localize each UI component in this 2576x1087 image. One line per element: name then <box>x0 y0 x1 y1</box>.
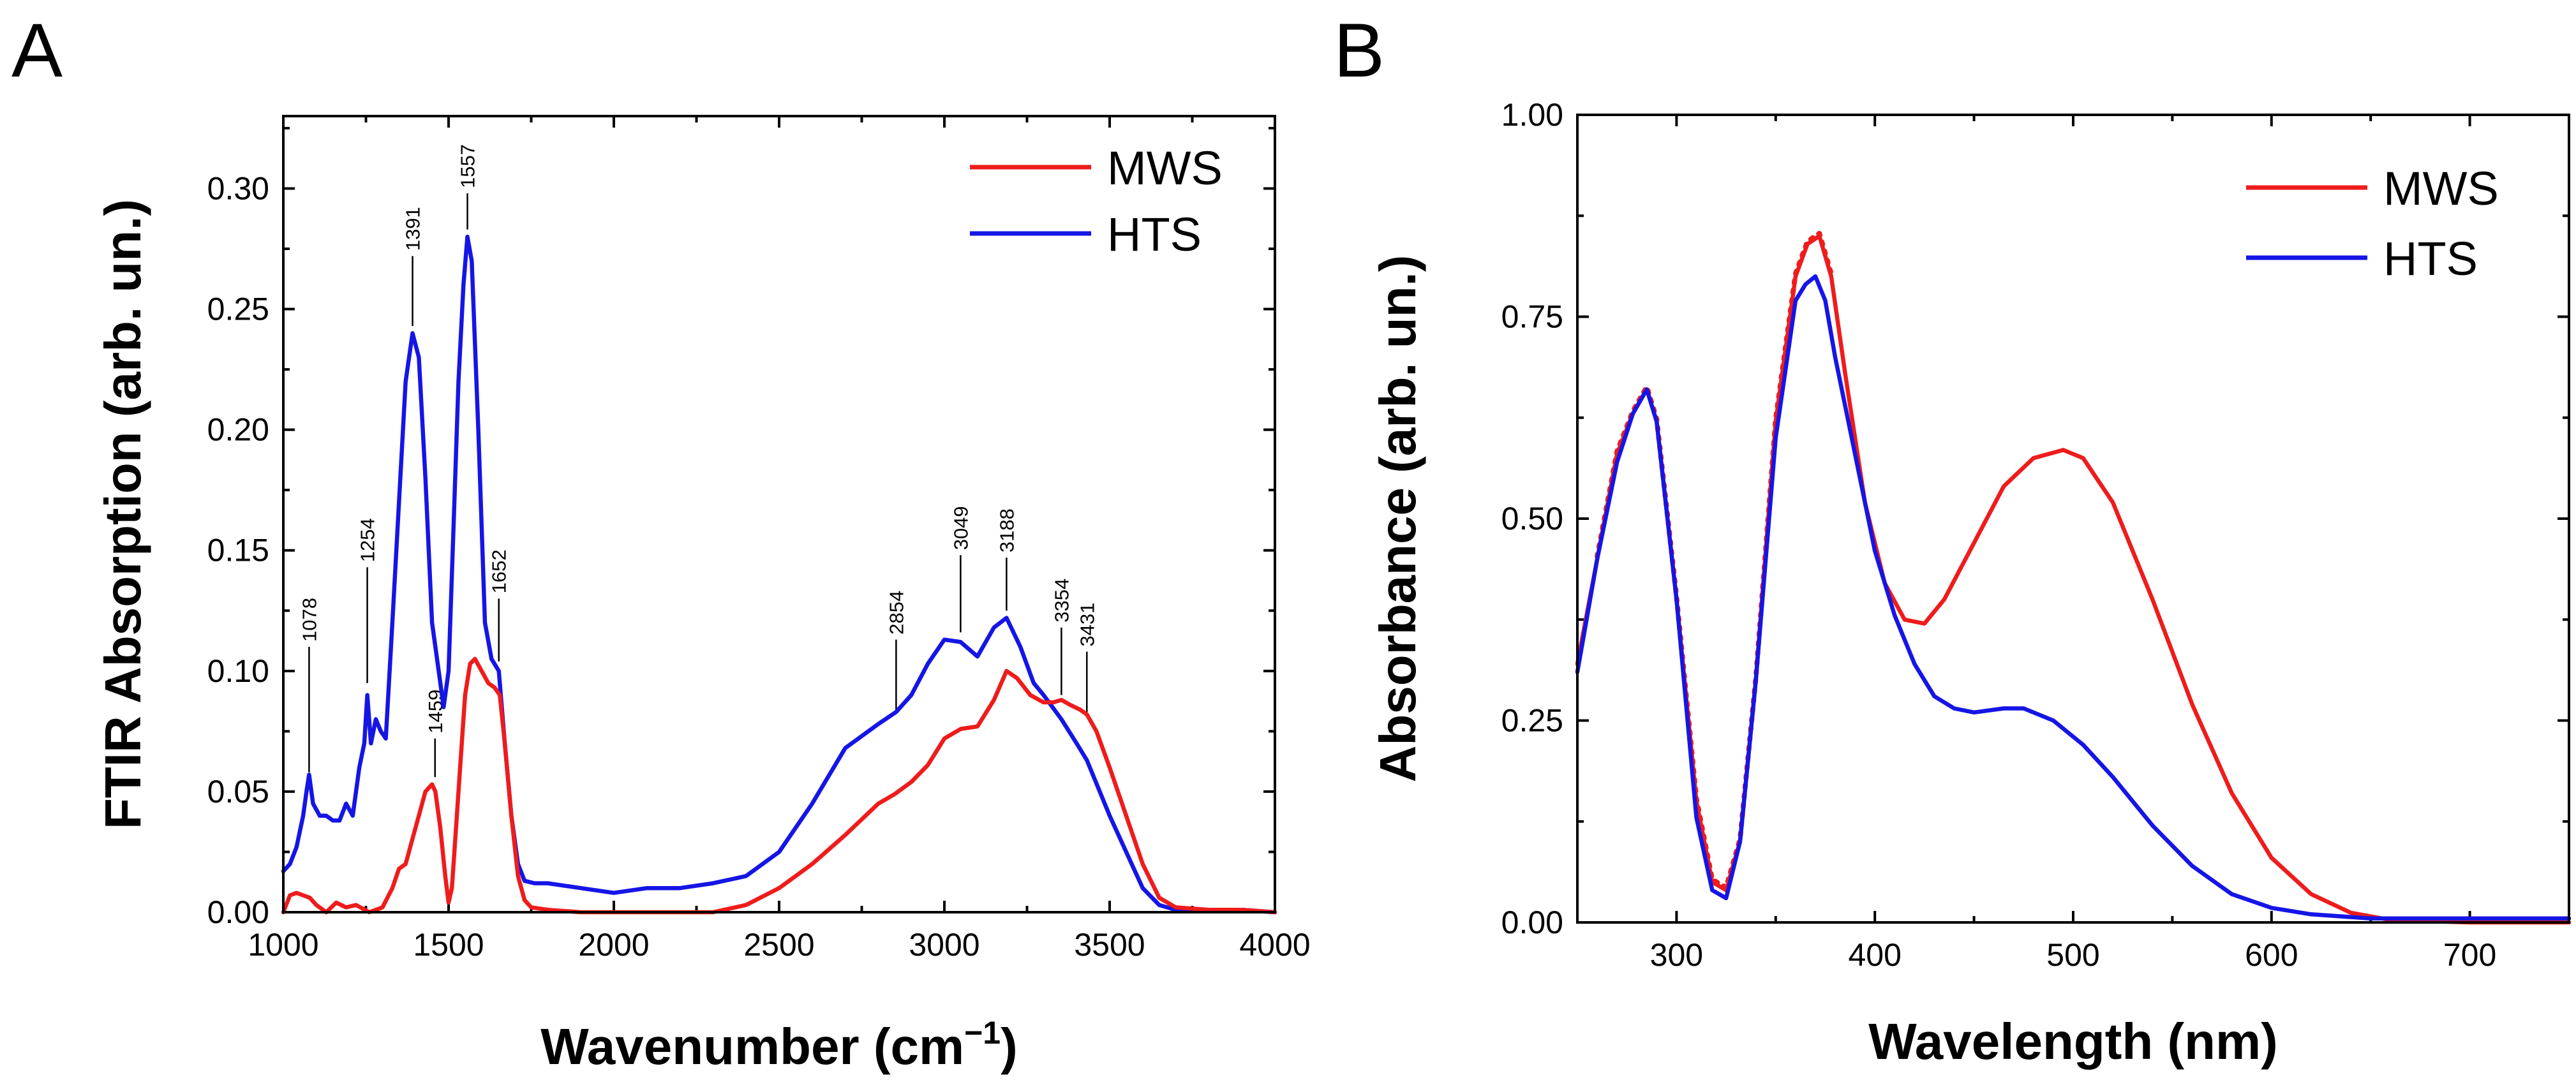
panel-a-peak-label: 3431 <box>1076 603 1098 647</box>
panel-b-series <box>1575 230 2572 925</box>
panel-b-plot-frame <box>1576 114 2570 924</box>
panel-b-x-axis-title: Wavelength (nm) <box>1868 1013 2277 1070</box>
panel-a-peak-label: 3354 <box>1050 579 1073 623</box>
panel-b-series-mws <box>1575 233 2572 925</box>
panel-b-legend: MWS HTS <box>2246 162 2499 285</box>
panel-a-peak-label: 1557 <box>457 144 479 188</box>
panel-b-legend-label-mws: MWS <box>2383 162 2499 215</box>
panel-b-x-tick-label: 400 <box>1848 937 1901 973</box>
panel-a-peak-label: 3188 <box>995 508 1018 552</box>
panel-a-ticks: 1000 1500 2000 2500 3000 3500 4000 0.00 0.05 0.10… <box>207 116 1311 963</box>
panel-b-y-tick-label: 0.00 <box>1501 905 1563 940</box>
panel-a-peak-label: 1391 <box>402 207 424 251</box>
panel-b-legend-label-hts: HTS <box>2383 232 2478 285</box>
panel-a-y-tick-label: 0.30 <box>207 170 269 206</box>
panel-b-y-tick-label: 0.25 <box>1501 703 1563 739</box>
panel-a-y-tick-label: 0.25 <box>207 292 269 327</box>
panel-b-series-hts <box>1575 274 2572 921</box>
panel-a-x-tick-label: 3000 <box>909 927 979 963</box>
panel-a-peak-label: 3049 <box>949 506 972 550</box>
panel-a: A 1000 1500 2000 2500 3000 3500 4000 0.00 0.05 0.… <box>11 8 1311 1075</box>
panel-a-legend-label-hts: HTS <box>1107 208 1202 261</box>
panel-a-x-tick-label: 1000 <box>248 927 318 963</box>
panel-b-y-tick-label: 0.50 <box>1501 501 1563 536</box>
panel-b-y-axis-title: Absorbance (arb. un.) <box>1369 255 1426 783</box>
panel-a-peak-label: 1254 <box>357 518 379 562</box>
panel-a-peak-label: 1652 <box>488 549 510 593</box>
panel-b-y-tick-label: 1.00 <box>1501 97 1563 133</box>
panel-b-y-tick-label: 0.75 <box>1501 299 1563 335</box>
panel-a-plot-frame <box>282 115 1276 913</box>
panel-a-x-tick-label: 2000 <box>578 927 649 963</box>
panel-a-peak-label: 2854 <box>885 591 907 635</box>
panel-a-peak-label: 1078 <box>298 598 320 642</box>
panel-a-y-tick-label: 0.10 <box>207 653 269 689</box>
panel-a-x-tick-label: 3500 <box>1074 927 1145 963</box>
panel-a-y-axis-title: FTIR Absorption (arb. un.) <box>94 199 151 829</box>
panel-a-y-tick-label: 0.20 <box>207 412 269 448</box>
panel-a-y-tick-label: 0.15 <box>207 533 269 568</box>
panel-a-x-tick-label: 2500 <box>743 927 814 963</box>
panel-b-ticks: 300 400 500 600 700 0.00 0.25 0.50 0.75 1.00 <box>1501 97 2569 973</box>
panel-b-x-tick-label: 300 <box>1650 937 1703 973</box>
panel-a-series-mws <box>281 656 1277 915</box>
panel-a-legend-label-mws: MWS <box>1107 142 1223 195</box>
panel-b-letter: B <box>1334 8 1385 93</box>
panel-a-x-axis-title: Wavenumber (cm−1) <box>540 1015 1018 1075</box>
panel-a-legend: MWS HTS <box>970 142 1223 261</box>
panel-b-x-tick-label: 600 <box>2245 937 2298 973</box>
panel-b: B 300 400 500 600 700 0.00 0.25 0.50 0.75 1.00 MW… <box>1334 8 2572 1070</box>
panel-a-y-tick-label: 0.05 <box>207 774 269 810</box>
panel-a-x-tick-label: 4000 <box>1239 927 1310 963</box>
panel-a-letter: A <box>11 8 63 93</box>
panel-b-series-mws-dotted <box>1595 230 1834 891</box>
panel-a-series <box>281 234 1277 915</box>
panel-a-x-tick-label: 1500 <box>413 927 484 963</box>
panel-b-x-tick-label: 500 <box>2046 937 2099 973</box>
panel-a-y-tick-label: 0.00 <box>207 894 269 930</box>
panel-b-x-tick-label: 700 <box>2443 937 2496 973</box>
